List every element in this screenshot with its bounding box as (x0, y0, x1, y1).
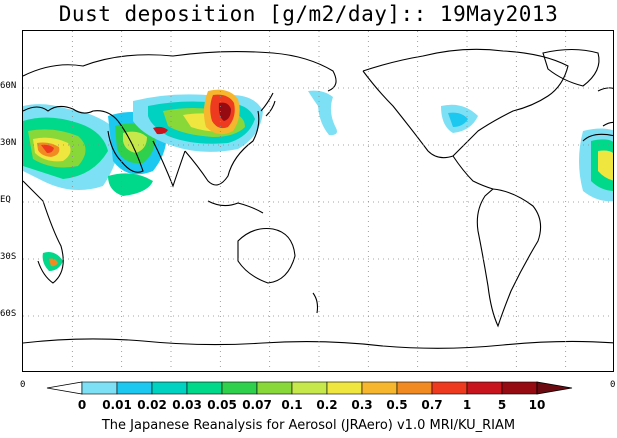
lat-label: 30S (0, 252, 17, 262)
dust-region-pacific-plume (308, 90, 337, 136)
colorbar-segment (256, 381, 293, 395)
lat-label: 60N (0, 81, 17, 91)
colorbar-segment (361, 381, 398, 395)
dust-deposition-field (23, 89, 613, 271)
colorbar-label: 0.05 (207, 398, 237, 412)
colorbar-segment (291, 381, 328, 395)
colorbar-segment (501, 381, 538, 395)
lat-label: EQ (0, 195, 11, 205)
dust-region-asia (108, 89, 263, 196)
graticule (23, 31, 613, 371)
colorbar-segment (81, 381, 118, 395)
colorbar-label: 0.07 (242, 398, 272, 412)
colorbar-label: 0.03 (172, 398, 202, 412)
colorbar-segment (466, 381, 503, 395)
dust-region-sahara (23, 104, 119, 190)
dust-region-southern-africa (42, 252, 63, 271)
colorbar-label: 0.1 (281, 398, 303, 412)
coastlines (23, 48, 613, 349)
colorbar-arrow-right (536, 381, 573, 395)
lat-label: 60S (0, 309, 17, 319)
colorbar-label: 0.3 (351, 398, 373, 412)
colorbar-label: 5 (497, 398, 507, 412)
colorbar-label: 10 (528, 398, 546, 412)
right-corner-label: 0 (610, 380, 616, 390)
colorbar-label: 0.2 (316, 398, 338, 412)
colorbar (46, 381, 573, 395)
colorbar-segment (326, 381, 363, 395)
left-corner-label: 0 (20, 380, 26, 390)
colorbar-segment (186, 381, 223, 395)
colorbar-label: 0.5 (386, 398, 408, 412)
colorbar-label: 0 (77, 398, 87, 412)
colorbar-label: 0.01 (102, 398, 132, 412)
colorbar-segment (116, 381, 153, 395)
map-canvas (23, 31, 613, 371)
map-title: Dust deposition [g/m2/day]:: 19May2013 (58, 2, 559, 26)
lat-label: 30N (0, 138, 17, 148)
colorbar-label: 0.02 (137, 398, 167, 412)
colorbar-label: 0.7 (421, 398, 443, 412)
dust-region-west-africa (579, 128, 613, 202)
colorbar-segment (221, 381, 258, 395)
colorbar-segment (431, 381, 468, 395)
colorbar-arrow-left (46, 381, 83, 395)
map-panel (22, 30, 614, 372)
dust-region-north-america (441, 104, 478, 133)
colorbar-label: 1 (462, 398, 472, 412)
footer-credit: The Japanese Reanalysis for Aerosol (JRA… (101, 418, 516, 433)
colorbar-segment (396, 381, 433, 395)
colorbar-segment (151, 381, 188, 395)
